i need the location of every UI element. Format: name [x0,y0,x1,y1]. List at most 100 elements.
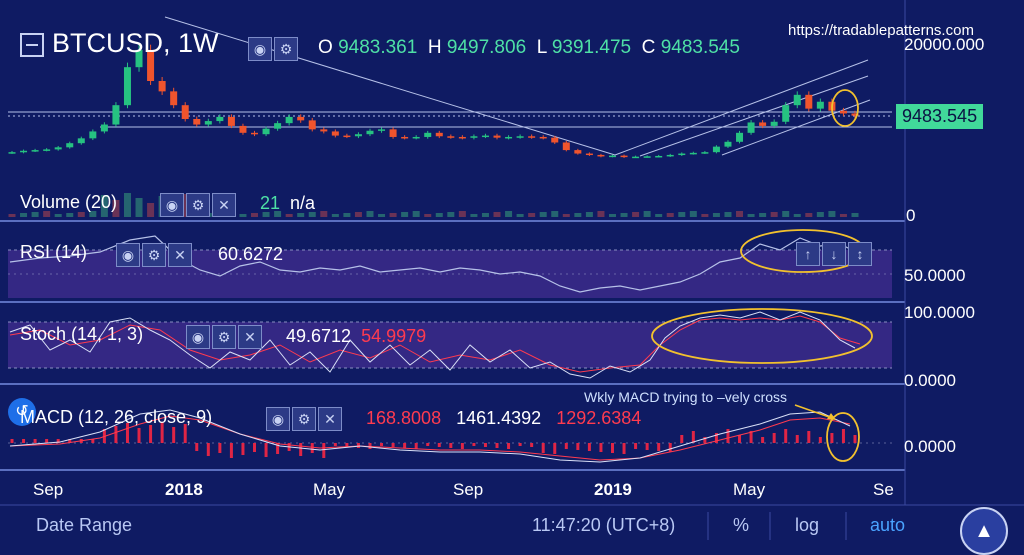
macd-histogram-bar [541,443,545,453]
candle [158,81,166,92]
macd-histogram-bar [714,433,718,443]
close-icon[interactable]: ✕ [212,193,236,217]
eye-icon[interactable]: ◉ [186,325,210,349]
candle [851,113,859,116]
macd-label: MACD (12, 26, close, 9) [20,407,213,427]
arrow-down-icon[interactable]: ↓ [822,242,846,266]
candle [770,121,778,126]
macd-signal-value: 1292.6384 [556,408,642,428]
macd-histogram-bar [472,443,476,446]
candle [54,147,62,150]
candle [135,49,143,68]
channel-line [639,75,869,157]
volume-bar [585,212,593,217]
macd-histogram-bar [183,424,187,443]
candle [839,110,847,114]
macd-histogram-bar [414,443,418,449]
macd-histogram-bar [299,443,303,456]
volume-bar [701,214,709,217]
volume-bar [724,212,732,217]
macd-histogram-bar [218,443,222,453]
volume-values: 21 n/a [260,193,315,214]
macd-histogram-bar [322,443,326,458]
candle [20,150,28,153]
candle [43,149,51,151]
volume-bar [562,214,570,217]
log-toggle[interactable]: log [795,515,820,535]
candle [458,136,466,139]
macd-histogram-bar [795,435,799,443]
close-icon[interactable]: ✕ [168,243,192,267]
volume-bar [632,212,640,217]
macd-histogram-bar [149,425,153,443]
candle [227,116,235,126]
gear-icon[interactable]: ⚙ [186,193,210,217]
stoch-highlight-ellipse [651,308,873,364]
candle [401,136,409,139]
auto-toggle[interactable]: auto [870,515,906,535]
x-axis-tick: 2019 [594,480,632,499]
volume-bar [20,213,28,217]
gear-icon[interactable]: ⚙ [274,37,298,61]
macd-signal-line [9,415,851,461]
volume-bar [251,213,259,217]
macd-histogram-bar [818,437,822,443]
volume-bar [470,214,478,217]
macd-histogram-bar [391,443,395,447]
channel-line [721,99,871,156]
candle [782,105,790,122]
arrow-up-icon[interactable]: ↑ [796,242,820,266]
macd-histogram-bar [310,443,314,453]
gear-icon[interactable]: ⚙ [212,325,236,349]
volume-bar [447,212,455,217]
macd-histogram-bar [345,443,349,447]
close-label: C [641,37,656,58]
collapse-icon[interactable] [20,33,44,57]
logo-icon: ▲ [960,507,1008,555]
symbol-title: BTCUSD, 1W [52,28,219,58]
macd-histogram-bar [483,443,487,447]
volume-bar [643,211,651,217]
close-icon[interactable]: ✕ [238,325,262,349]
eye-icon[interactable]: ◉ [116,243,140,267]
rsi-value: 60.6272 [218,244,284,264]
volume-bar [539,212,547,217]
date-range-button[interactable]: Date Range [36,515,133,535]
macd-histogram-bar [195,443,199,451]
percent-toggle[interactable]: % [733,515,750,535]
volume-bar [782,211,790,217]
candle [274,123,282,129]
volume-bar [181,194,189,217]
close-icon[interactable]: ✕ [318,407,342,431]
volume-bar [574,213,582,217]
macd-histogram-bar [622,443,626,454]
eye-icon[interactable]: ◉ [248,37,272,61]
volume-bar [816,212,824,217]
gear-icon[interactable]: ⚙ [292,407,316,431]
candle [562,142,570,151]
volume-bar [100,195,108,217]
macd-histogram-bar [576,443,580,450]
macd-histogram-bar [530,443,534,447]
channel-line [614,59,869,156]
volume-bar [112,200,120,217]
gear-icon[interactable]: ⚙ [142,243,166,267]
maximize-icon[interactable]: ↕ [848,242,872,266]
eye-icon[interactable]: ◉ [160,193,184,217]
candle [424,132,432,137]
macd-histogram-bar [807,431,811,443]
macd-histogram-bar [91,439,95,443]
candle [435,132,443,137]
volume-bar [666,213,674,217]
candle [8,152,16,154]
collapse-icon[interactable]: ↺ [8,398,36,426]
volume-bar [147,203,155,217]
candle [31,150,39,152]
candle [343,135,351,138]
candle [181,105,189,119]
clock-readout[interactable]: 11:47:20 (UTC+8) [532,515,676,535]
macd-histogram-bar [772,433,776,443]
macd-histogram-bar [830,433,834,443]
eye-icon[interactable]: ◉ [266,407,290,431]
candle [528,136,536,138]
